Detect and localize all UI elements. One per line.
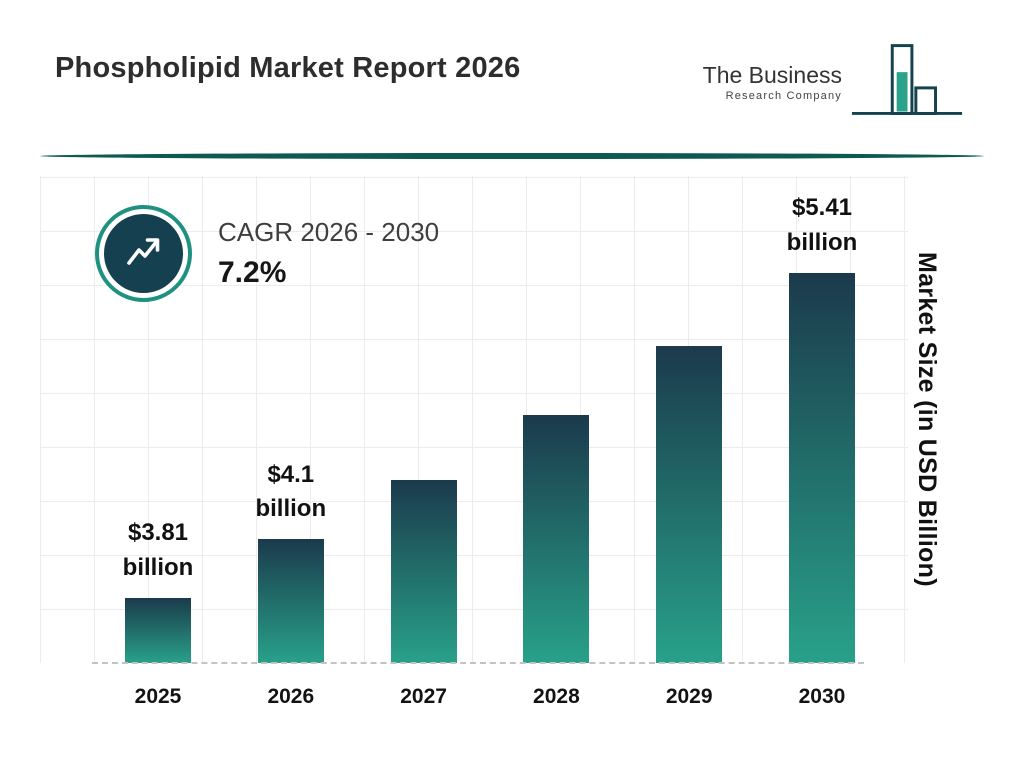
bar [125,598,191,663]
logo-name: The Business [702,62,842,88]
x-axis-tick-label: 2027 [400,685,447,708]
trend-up-arrow-icon [126,237,159,265]
x-axis-tick-label: 2026 [267,685,315,708]
bar-chart-logo-icon [851,44,963,115]
bar-column: 2028 [523,176,590,708]
bar-column: $3.81 billion 2025 [122,176,194,708]
bar-column: 2027 [390,176,457,708]
cagr-ring [95,205,192,302]
y-axis-label: Market Size (in USD Billion) [913,252,941,587]
bars-group: $3.81 billion 2025 $4.1 billion 2026 202… [122,176,858,709]
bar [656,346,723,663]
bar-column: 2029 [656,176,723,708]
cagr-badge: CAGR 2026 - 2030 7.2% [95,205,439,302]
bar [523,415,590,663]
x-axis-tick-label: 2028 [533,685,580,708]
cagr-value: 7.2% [218,256,287,289]
x-axis-tick-label: 2030 [798,685,846,708]
bar-value-label: $4.1 billion [255,460,327,523]
cagr-label: CAGR 2026 - 2030 [218,217,440,247]
divider [40,153,984,159]
bar [788,273,855,663]
company-logo: The Business Research Company [703,40,966,122]
bar [257,539,324,663]
logo-subtitle: Research Company [725,90,842,102]
x-axis-tick-label: 2029 [665,685,713,708]
x-axis-tick-label: 2025 [134,685,182,708]
bar-chart: CAGR 2026 - 2030 7.2% $3.81 billion 2025… [40,176,908,709]
bar-column: $5.41 billion 2030 [786,176,858,708]
cagr-texts: CAGR 2026 - 2030 7.2% [218,217,439,290]
company-logo-text: The Business Research Company [703,62,842,102]
bar-value-label: $5.41 billion [786,194,858,257]
bar-column: $4.1 billion 2026 [255,176,327,709]
cagr-circle [104,214,183,293]
x-axis-baseline [92,662,864,664]
bar [390,480,457,663]
bar-value-label: $3.81 billion [122,519,194,582]
page-title: Phospholipid Market Report 2026 [55,52,521,84]
